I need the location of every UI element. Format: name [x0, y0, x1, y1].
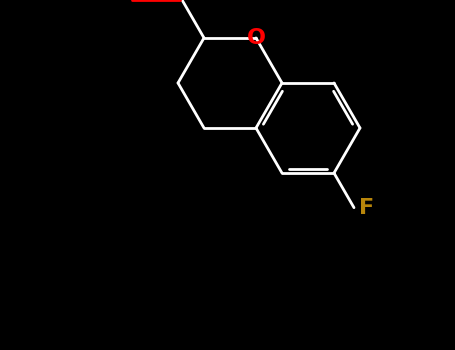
Text: F: F	[359, 198, 374, 218]
Text: O: O	[122, 0, 142, 2]
Text: O: O	[247, 28, 266, 48]
